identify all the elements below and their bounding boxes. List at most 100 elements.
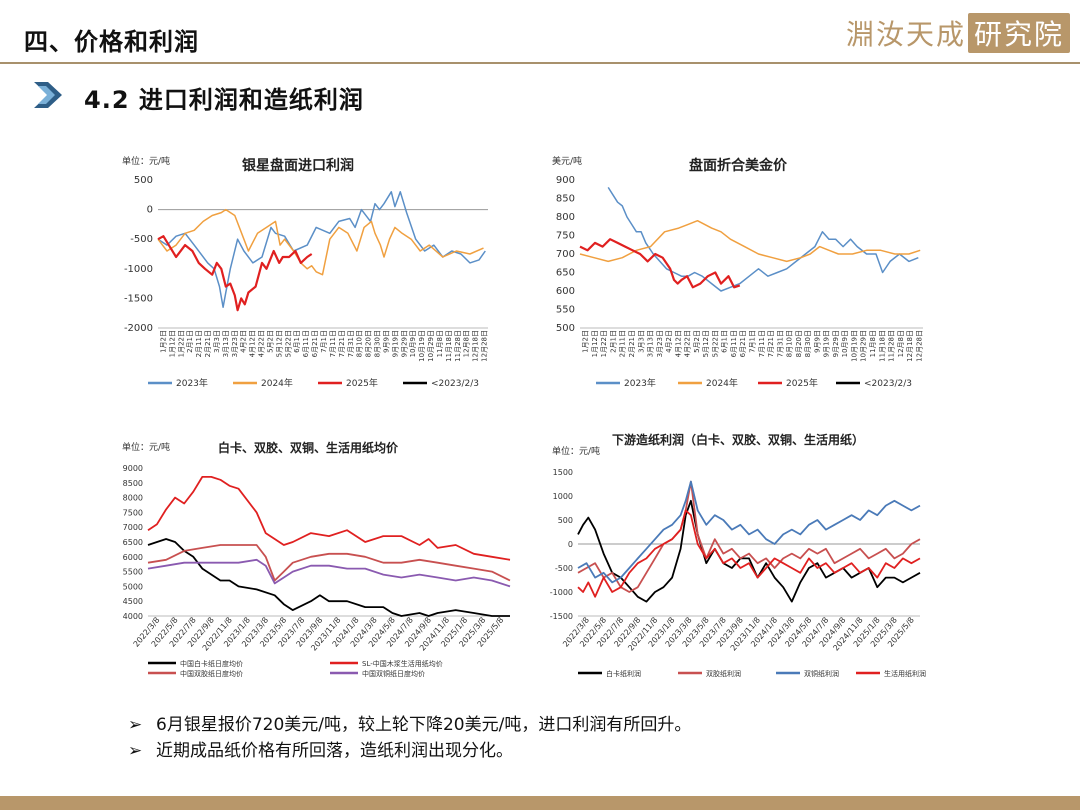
- x-tick-label: 11月28日: [454, 330, 462, 362]
- x-tick-label: 10月9日: [409, 330, 417, 357]
- y-tick-label: -500: [555, 564, 573, 573]
- y-tick-label: 5500: [123, 568, 143, 577]
- y-tick-label: 8000: [123, 494, 143, 503]
- x-tick-label: 5月22日: [284, 330, 292, 357]
- arrow-bullet-icon: ➢: [128, 738, 156, 764]
- legend-label: 生活用纸利润: [884, 669, 926, 678]
- y-tick-label: -1500: [124, 293, 153, 304]
- x-tick-label: 4月12日: [674, 330, 682, 357]
- x-tick-label: 7月31日: [347, 330, 355, 357]
- x-tick-label: 4月2日: [240, 330, 248, 353]
- legend-label: 2024年: [706, 377, 738, 389]
- x-tick-label: 7月11日: [758, 330, 766, 357]
- header-divider: [0, 62, 1080, 64]
- series-line: [158, 210, 484, 275]
- x-tick-label: 4月22日: [258, 330, 266, 357]
- y-tick-label: 550: [556, 305, 575, 316]
- footer-bar: [0, 796, 1080, 810]
- x-tick-label: 12月8日: [897, 330, 905, 357]
- chart-import-profit: 银星盘面进口利润 单位：元/吨 500 0 -500 -1000 -1500 -2000 1月2…: [118, 148, 498, 400]
- legend-label: <2023/2/3: [431, 379, 479, 389]
- bullet-list: ➢ 6月银星报价720美元/吨，较上轮下降20美元/吨，进口利润有所回升。 ➢ 近期…: [128, 712, 691, 764]
- chevron-right-icon: [34, 82, 68, 108]
- x-tick-label: 12月28日: [481, 330, 489, 362]
- legend-label: 中国白卡纸日度均价: [180, 659, 243, 668]
- y-tick-label: 850: [556, 194, 575, 205]
- chart-title: 银星盘面进口利润: [242, 157, 354, 174]
- x-tick-label: 6月21日: [739, 330, 747, 357]
- x-tick-label: 8月10日: [786, 330, 794, 357]
- x-tick-label: 3月3日: [213, 330, 221, 353]
- y-tick-label: -1500: [550, 612, 573, 621]
- y-tick-label: 700: [556, 249, 575, 260]
- series-line: [578, 501, 920, 602]
- x-tick-label: 7月21日: [338, 330, 346, 357]
- x-tick-label: 8月20日: [365, 330, 373, 357]
- arrow-bullet-icon: ➢: [128, 712, 156, 738]
- x-tick-label: 2月21日: [204, 330, 212, 357]
- x-tick-label: 2月21日: [628, 330, 636, 357]
- y-tick-label: 8500: [123, 479, 143, 488]
- x-tick-label: 10月29日: [860, 330, 868, 362]
- x-tick-label: 7月11日: [329, 330, 337, 357]
- x-tick-label: 5月12日: [275, 330, 283, 357]
- series-line: [608, 187, 918, 291]
- x-tick-label: 5月12日: [702, 330, 710, 357]
- x-tick-label: 9月19日: [823, 330, 831, 357]
- x-tick-label: 1月12日: [591, 330, 599, 357]
- x-tick-label: 6月1日: [293, 330, 301, 353]
- legend-label: 双铜纸利润: [804, 669, 839, 678]
- chart-title: 白卡、双胶、双铜、生活用纸均价: [218, 440, 399, 455]
- x-tick-label: 8月20日: [795, 330, 803, 357]
- bullet-text: 6月银星报价720美元/吨，较上轮下降20美元/吨，进口利润有所回升。: [156, 715, 691, 735]
- page-title: 四、价格和利润: [24, 22, 199, 57]
- x-tick-label: 9月29日: [400, 330, 408, 357]
- series-line: [148, 560, 510, 587]
- y-tick-label: 800: [556, 212, 575, 223]
- x-tick-label: 11月8日: [436, 330, 444, 357]
- legend-label: 双胶纸利润: [706, 669, 741, 678]
- x-tick-label: 8月10日: [356, 330, 364, 357]
- unit-label: 单位：元/吨: [552, 445, 600, 457]
- chart-title: 盘面折合美金价: [689, 157, 788, 174]
- x-tick-label: 5月2日: [693, 330, 701, 353]
- x-tick-label: 3月23日: [231, 330, 239, 357]
- unit-label: 单位：元/吨: [122, 155, 170, 167]
- x-tick-label: 9月9日: [813, 330, 821, 353]
- x-tick-label: 8月30日: [374, 330, 382, 357]
- x-tick-label: 1月12日: [168, 330, 176, 357]
- x-tick-label: 2月11日: [619, 330, 627, 357]
- y-tick-label: 4000: [123, 612, 143, 621]
- series-line: [578, 482, 920, 592]
- x-tick-label: 11月18日: [445, 330, 453, 362]
- y-tick-label: 650: [556, 268, 575, 279]
- x-tick-label: 5月2日: [266, 330, 274, 353]
- x-tick-label: 10月29日: [427, 330, 435, 362]
- x-tick-label: 9月9日: [382, 330, 390, 353]
- y-tick-label: 4500: [123, 597, 143, 606]
- y-tick-label: 500: [134, 175, 153, 186]
- legend-label: 白卡纸利润: [606, 669, 641, 678]
- x-tick-label: 1月22日: [177, 330, 185, 357]
- brand-logo: 淵汝天成 研究院: [846, 14, 1070, 52]
- x-tick-label: 7月21日: [767, 330, 775, 357]
- x-tick-label: 7月1日: [320, 330, 328, 353]
- bullet-item: ➢ 近期成品纸价格有所回落，造纸利润出现分化。: [128, 738, 691, 764]
- y-tick-label: 900: [556, 175, 575, 186]
- x-tick-label: 7月31日: [776, 330, 784, 357]
- x-tick-label: 2月11日: [195, 330, 203, 357]
- x-tick-label: 6月11日: [730, 330, 738, 357]
- x-tick-label: 10月9日: [841, 330, 849, 357]
- chart-title: 下游造纸利润（白卡、双胶、双铜、生活用纸）: [612, 432, 864, 447]
- x-tick-label: 1月2日: [159, 330, 167, 353]
- y-tick-label: 750: [556, 231, 575, 242]
- logo-box-text: 研究院: [968, 13, 1070, 53]
- series-line: [148, 539, 510, 616]
- x-tick-label: 1月22日: [600, 330, 608, 357]
- chart-paper-prices: 白卡、双胶、双铜、生活用纸均价单位：元/吨9000850080007500700…: [118, 432, 518, 688]
- x-tick-label: 4月2日: [665, 330, 673, 353]
- x-tick-label: 3月23日: [656, 330, 664, 357]
- bullet-text: 近期成品纸价格有所回落，造纸利润出现分化。: [156, 741, 513, 761]
- y-tick-label: 0: [147, 205, 153, 216]
- y-tick-label: 500: [556, 323, 575, 334]
